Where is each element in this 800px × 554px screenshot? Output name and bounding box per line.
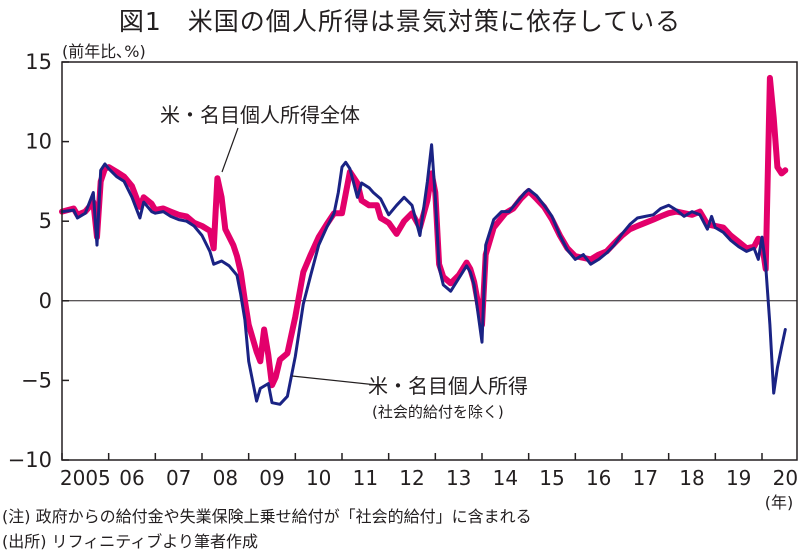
x-tick-label: 10	[306, 466, 331, 490]
annotation-total-label: 米・名目個人所得全体	[160, 103, 360, 127]
y-tick-label: −10	[8, 448, 52, 472]
footnote-source: (出所) リフィニティブより筆者作成	[2, 532, 258, 551]
x-tick-label: 20	[773, 466, 798, 490]
x-tick-label: 12	[399, 466, 424, 490]
y-tick-label: 10	[25, 130, 52, 154]
annotation-leader-total	[221, 127, 239, 173]
annotation-excl-sublabel: (社会的給付を除く)	[372, 403, 504, 421]
x-tick-label: 2005	[60, 466, 111, 490]
chart-title: 図1 米国の個人所得は景気対策に依存している	[118, 7, 682, 36]
y-tick-label: 5	[39, 209, 52, 233]
y-tick-label: 15	[25, 50, 52, 74]
x-axis-year-label: (年)	[765, 493, 794, 512]
annotation-excl-label: 米・名目個人所得	[368, 374, 528, 398]
x-tick-label: 13	[446, 466, 471, 490]
x-tick-label: 17	[633, 466, 658, 490]
y-tick-label: −5	[21, 368, 52, 392]
series-line-2	[60, 143, 787, 406]
series-line-1	[59, 74, 789, 389]
x-tick-label: 15	[539, 466, 564, 490]
x-tick-label: 14	[493, 466, 518, 490]
plot-frame	[61, 61, 798, 461]
x-tick-label: 11	[353, 466, 378, 490]
x-tick-label: 06	[119, 466, 144, 490]
x-tick-label: 09	[259, 466, 284, 490]
x-tick-label: 07	[166, 466, 191, 490]
x-tick-label: 19	[726, 466, 751, 490]
x-tick-label: 08	[213, 466, 238, 490]
y-tick-label: 0	[39, 289, 52, 313]
x-tick-label: 16	[586, 466, 611, 490]
footnote-note: (注) 政府からの給付金や失業保険上乗せ給付が「社会的給付」に含まれる	[2, 507, 532, 526]
annotation-leader-excl	[291, 375, 378, 386]
y-axis-unit-label: (前年比､%)	[62, 42, 146, 61]
x-tick-label: 18	[679, 466, 704, 490]
